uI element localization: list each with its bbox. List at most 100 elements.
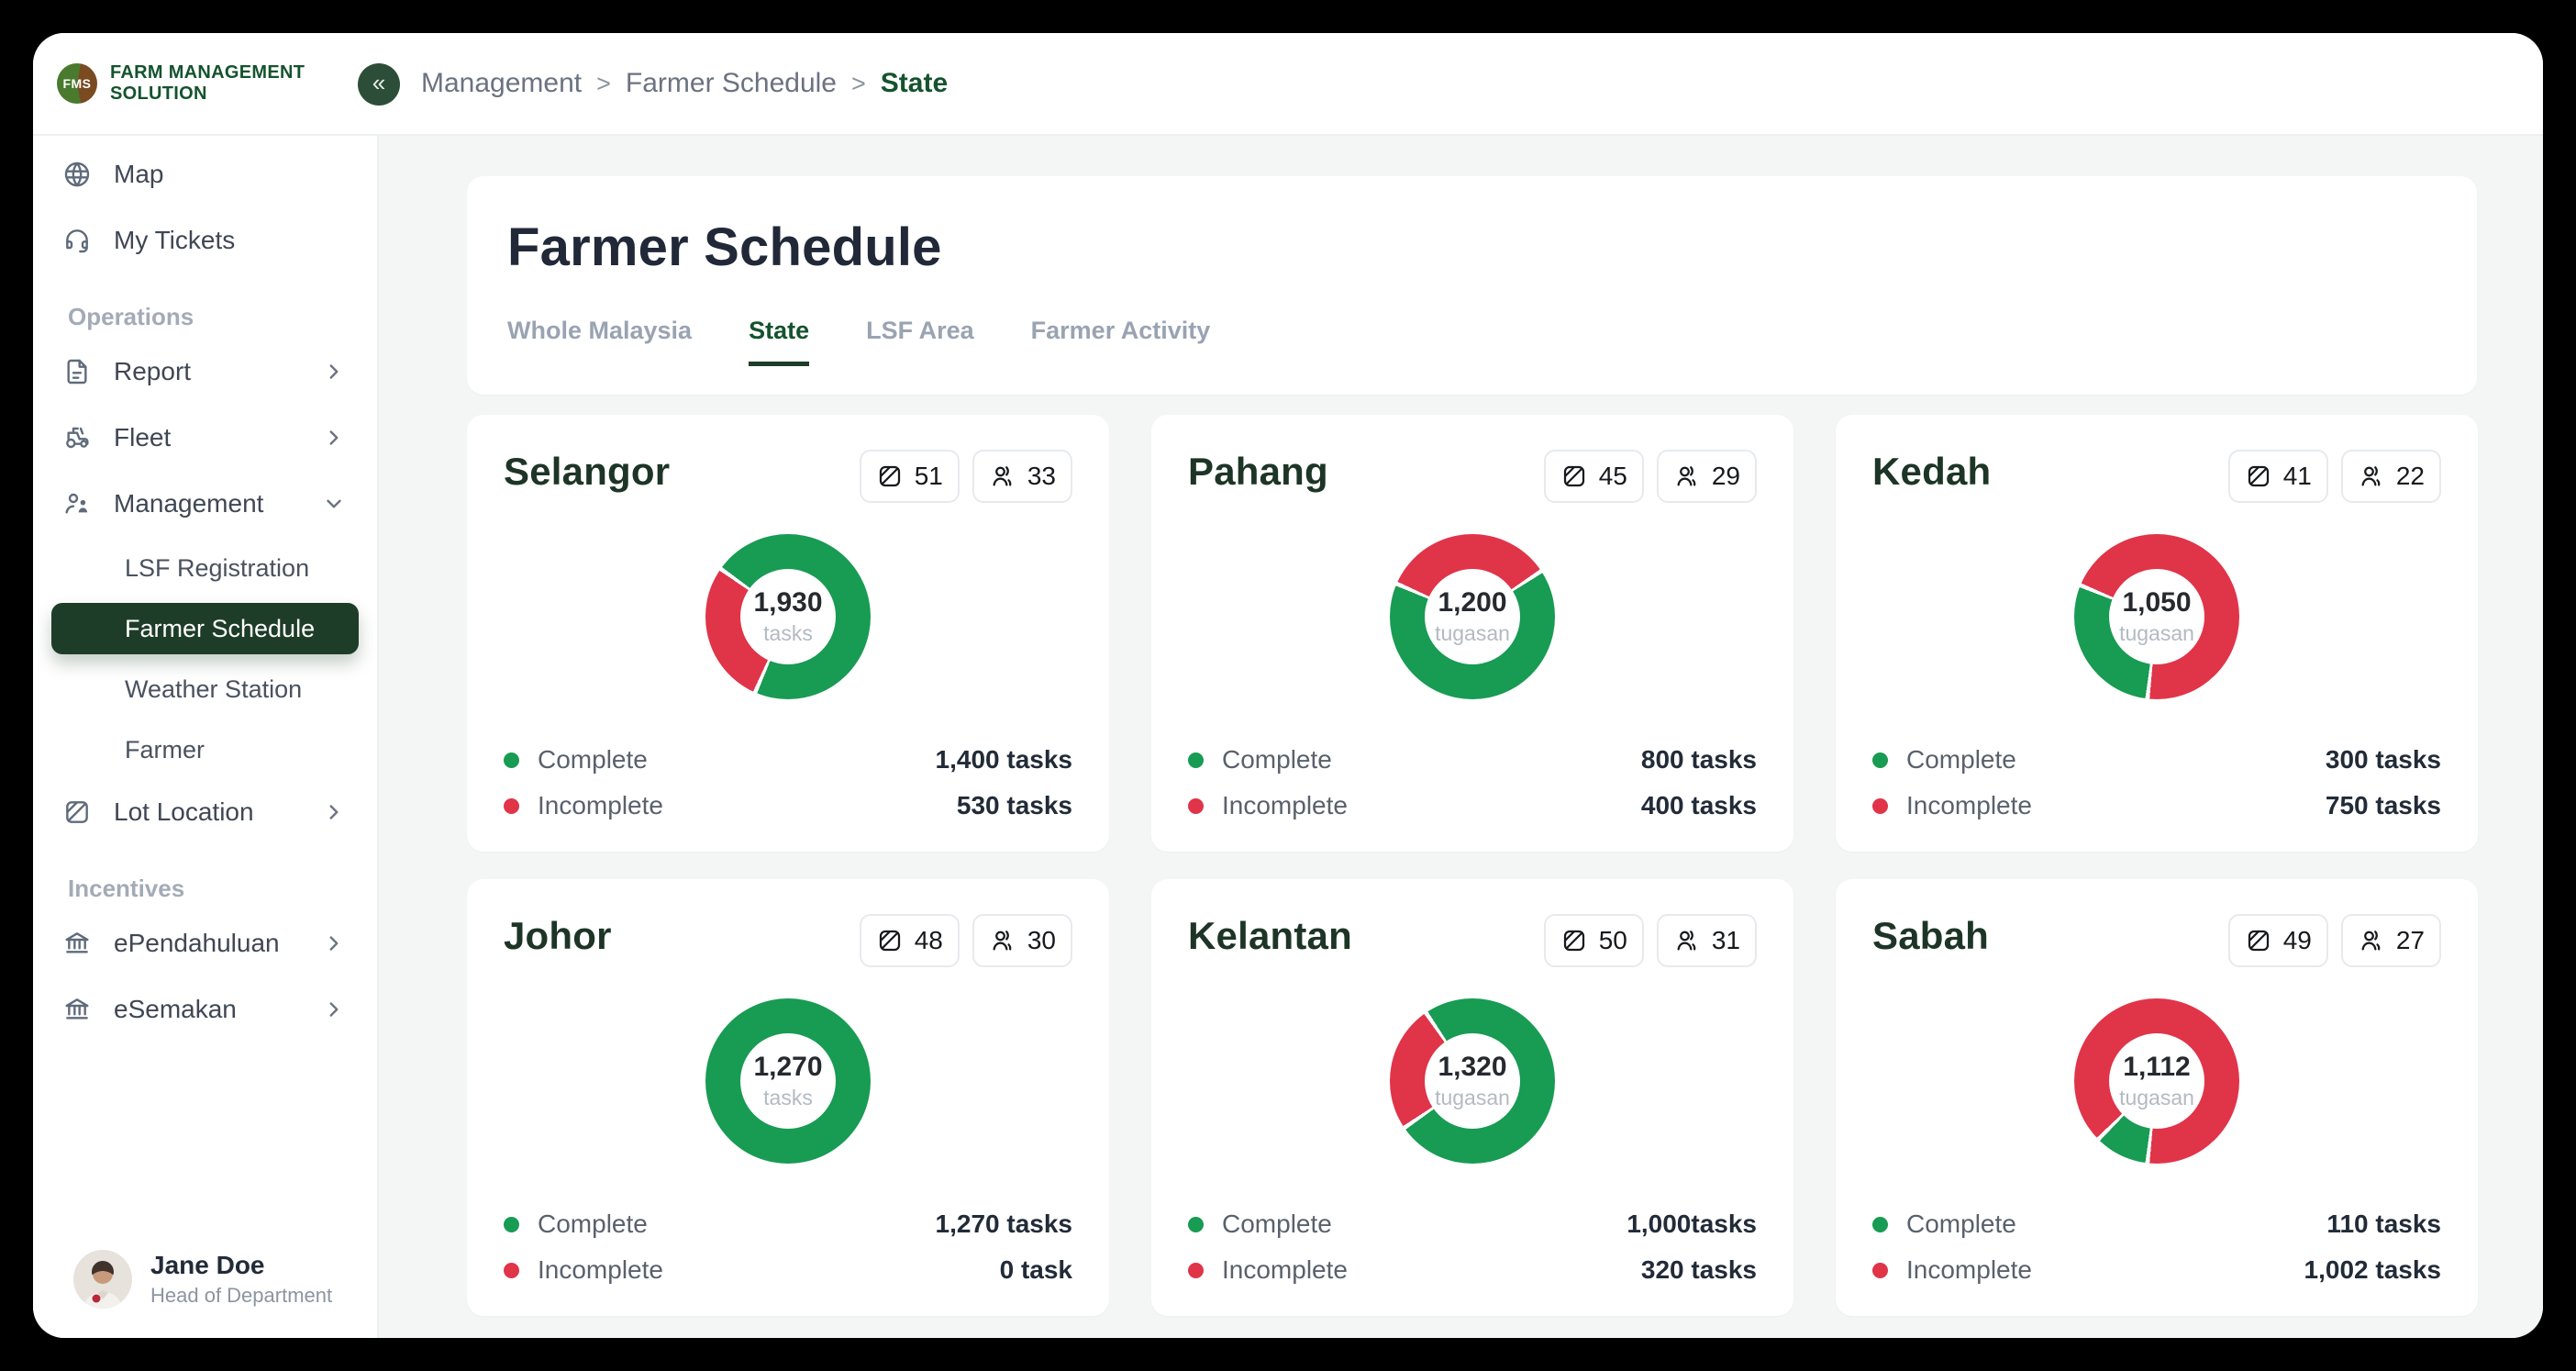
legend: Complete 1,400 tasks Incomplete 530 task…	[504, 745, 1072, 820]
brand: FMS FARM MANAGEMENT SOLUTION	[33, 62, 379, 105]
legend-label: Complete	[1222, 745, 1332, 774]
bank-icon	[62, 995, 92, 1024]
sidebar-collapse-button[interactable]: «	[358, 63, 400, 106]
incomplete-dot-icon	[1872, 797, 1888, 814]
sidebar-subitem-farmer[interactable]: Farmer	[125, 735, 205, 764]
donut-chart: 1,320 tugasan	[1390, 998, 1555, 1164]
donut-chart: 1,200 tugasan	[1390, 534, 1555, 699]
lots-count: 45	[1598, 462, 1627, 490]
state-card: Selangor 51 33	[467, 415, 1109, 852]
main-content: Farmer Schedule Whole Malaysia State LSF…	[379, 136, 2543, 1338]
brand-name: FARM MANAGEMENT SOLUTION	[110, 62, 305, 104]
legend-value: 530 tasks	[956, 791, 1072, 819]
legend-label: Incomplete	[1906, 1255, 2032, 1284]
breadcrumb-item-management[interactable]: Management	[421, 68, 583, 98]
lots-badge: 45	[1543, 450, 1644, 503]
donut-chart: 1,112 tugasan	[2074, 998, 2239, 1164]
chevron-right-icon	[322, 800, 346, 824]
legend-value: 0 task	[999, 1255, 1072, 1284]
tab-whole-malaysia[interactable]: Whole Malaysia	[507, 317, 693, 344]
complete-dot-icon	[504, 1216, 519, 1232]
user-role: Head of Department	[150, 1284, 333, 1307]
incomplete-dot-icon	[1872, 1262, 1888, 1278]
lots-count: 41	[2282, 462, 2312, 490]
lots-count: 51	[914, 462, 943, 490]
state-card: Sabah 49 27	[1836, 879, 2478, 1316]
globe-icon	[62, 160, 92, 189]
farmers-badge: 30	[972, 914, 1072, 967]
state-card: Kelantan 50 31	[1151, 879, 1793, 1316]
sidebar-item-esemakan[interactable]: eSemakan	[44, 982, 366, 1037]
tab-lsf-area[interactable]: LSF Area	[866, 317, 974, 344]
farmers-icon	[1673, 927, 1701, 954]
legend-label: Incomplete	[1222, 791, 1348, 819]
sidebar-item-label: Map	[114, 160, 164, 188]
user-profile[interactable]: Jane Doe Head of Department	[33, 1237, 377, 1314]
donut-total-unit: tugasan	[1435, 621, 1510, 645]
complete-dot-icon	[504, 752, 519, 768]
lots-badge: 50	[1543, 914, 1644, 967]
legend-label: Complete	[1906, 1209, 2016, 1238]
sidebar-item-management[interactable]: Management	[44, 476, 366, 531]
chevron-right-icon	[322, 426, 346, 450]
chevron-down-icon	[322, 492, 346, 516]
sidebar-item-label: eSemakan	[114, 995, 237, 1023]
farmers-count: 30	[1027, 926, 1056, 954]
farmers-badge: 22	[2340, 450, 2441, 503]
sidebar-item-ependahuluan[interactable]: ePendahuluan	[44, 916, 366, 971]
lots-count: 48	[914, 926, 943, 954]
legend-value: 1,000tasks	[1627, 1209, 1757, 1238]
legend-row: Incomplete 320 tasks	[1188, 1255, 1757, 1285]
legend-label: Incomplete	[538, 1255, 663, 1284]
breadcrumb-separator: >	[851, 69, 866, 97]
bank-icon	[62, 929, 92, 958]
state-name: Johor	[504, 914, 612, 957]
sidebar-item-map[interactable]: Map	[44, 147, 366, 202]
tab-state[interactable]: State	[749, 317, 810, 366]
donut-total-value: 1,270	[753, 1052, 823, 1082]
donut-total-value: 1,200	[1438, 587, 1507, 618]
sidebar-item-label: Management	[114, 489, 264, 518]
sidebar-subitem-farmer-schedule[interactable]: Farmer Schedule	[51, 603, 359, 654]
farmers-badge: 31	[1656, 914, 1757, 967]
sidebar-item-fleet[interactable]: Fleet	[44, 410, 366, 465]
complete-dot-icon	[1188, 752, 1204, 768]
farmers-badge: 27	[2340, 914, 2441, 967]
legend: Complete 1,000tasks Incomplete 320 tasks	[1188, 1209, 1757, 1285]
farmers-icon	[2358, 463, 2385, 490]
lot-icon	[62, 797, 92, 827]
legend-label: Incomplete	[538, 791, 663, 819]
state-card: Pahang 45 29	[1151, 415, 1793, 852]
sidebar-item-my-tickets[interactable]: My Tickets	[44, 213, 366, 268]
farmers-count: 29	[1711, 462, 1740, 490]
lots-count: 50	[1598, 926, 1627, 954]
sidebar-item-label: ePendahuluan	[114, 929, 280, 957]
breadcrumb-item-farmer-schedule[interactable]: Farmer Schedule	[625, 68, 837, 98]
donut-total-unit: tugasan	[2119, 621, 2194, 645]
legend-row: Incomplete 1,002 tasks	[1872, 1255, 2441, 1285]
sidebar-subitem-lsf-registration[interactable]: LSF Registration	[125, 553, 310, 582]
legend: Complete 1,270 tasks Incomplete 0 task	[504, 1209, 1072, 1285]
legend-label: Complete	[538, 1209, 648, 1238]
incomplete-dot-icon	[1188, 797, 1204, 814]
lots-badge: 48	[859, 914, 960, 967]
tabs: Whole Malaysia State LSF Area Farmer Act…	[507, 317, 2437, 366]
page-title: Farmer Schedule	[507, 217, 942, 277]
sidebar-item-label: Lot Location	[114, 797, 254, 826]
sidebar-item-report[interactable]: Report	[44, 344, 366, 399]
lots-badge: 41	[2227, 450, 2328, 503]
legend-row: Complete 110 tasks	[1872, 1209, 2441, 1239]
donut-total-value: 1,320	[1438, 1052, 1507, 1082]
sidebar-item-label: Report	[114, 357, 192, 385]
farmers-icon	[989, 463, 1016, 490]
tab-farmer-activity[interactable]: Farmer Activity	[1030, 317, 1211, 344]
legend-row: Incomplete 0 task	[504, 1255, 1072, 1285]
sidebar-item-lot-location[interactable]: Lot Location	[44, 785, 366, 840]
donut-chart: 1,050 tugasan	[2074, 534, 2239, 699]
sidebar-subitem-weather-station[interactable]: Weather Station	[125, 674, 303, 703]
legend-row: Incomplete 750 tasks	[1872, 791, 2441, 820]
lot-icon	[876, 927, 904, 954]
donut-total-value: 1,930	[753, 587, 823, 618]
avatar	[73, 1250, 132, 1309]
sidebar-item-label: My Tickets	[114, 226, 236, 254]
